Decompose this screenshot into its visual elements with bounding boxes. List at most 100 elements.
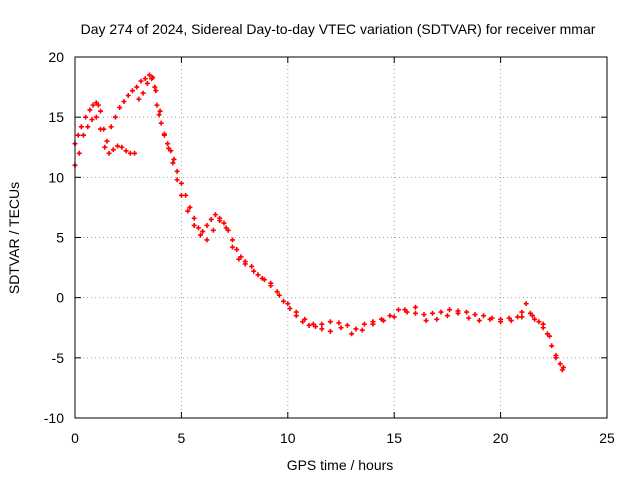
data-point: [395, 307, 401, 313]
data-point: [412, 310, 418, 316]
data-point: [81, 132, 87, 138]
data-point: [472, 312, 478, 318]
data-point: [98, 126, 104, 132]
data-point: [90, 102, 96, 108]
data-point: [110, 147, 116, 153]
data-point: [381, 318, 387, 324]
data-point: [170, 160, 176, 166]
data-point: [178, 192, 184, 198]
data-point: [519, 314, 525, 320]
data-point: [466, 315, 472, 321]
data-point: [125, 93, 131, 99]
data-point: [174, 177, 180, 183]
data-point: [191, 222, 197, 228]
data-point: [132, 150, 138, 156]
data-point: [229, 244, 235, 250]
data-point: [359, 327, 365, 333]
data-point: [174, 168, 180, 174]
x-tick-label: 25: [599, 430, 615, 446]
data-point: [327, 328, 333, 334]
data-point: [185, 208, 191, 214]
data-point: [98, 108, 104, 114]
data-point: [157, 108, 163, 114]
data-point: [353, 326, 359, 332]
data-point: [447, 307, 453, 313]
data-point: [455, 310, 461, 316]
data-point: [87, 107, 93, 113]
data-point: [559, 367, 565, 373]
y-tick-label: 0: [56, 290, 64, 306]
data-point: [274, 289, 280, 295]
data-point: [178, 180, 184, 186]
data-point: [212, 212, 218, 218]
data-point: [158, 120, 164, 126]
data-point: [112, 114, 118, 120]
data-point: [285, 301, 291, 307]
data-point: [306, 322, 312, 328]
data-point: [276, 292, 282, 298]
data-point: [319, 321, 325, 327]
data-point: [134, 84, 140, 90]
data-point: [481, 313, 487, 319]
data-point: [146, 72, 152, 78]
chart-title: Day 274 of 2024, Sidereal Day-to-day VTE…: [81, 21, 596, 37]
data-point: [508, 318, 514, 324]
data-point: [223, 225, 229, 231]
x-axis-label: GPS time / hours: [287, 457, 394, 473]
data-point: [136, 96, 142, 102]
data-point: [166, 145, 172, 151]
data-point: [102, 144, 108, 150]
data-point: [93, 114, 99, 120]
data-point: [119, 144, 125, 150]
data-point: [251, 268, 257, 274]
data-point: [423, 318, 429, 324]
data-point: [349, 331, 355, 337]
y-tick-label: 20: [48, 49, 64, 65]
data-point: [115, 143, 121, 149]
data-point: [204, 237, 210, 243]
data-point: [123, 148, 129, 154]
data-point: [532, 316, 538, 322]
data-point: [210, 227, 216, 233]
data-point: [95, 102, 101, 108]
x-tick-label: 20: [493, 430, 509, 446]
data-point: [85, 124, 91, 130]
data-point: [287, 305, 293, 311]
data-point: [195, 225, 201, 231]
data-point: [187, 204, 193, 210]
data-point: [553, 352, 559, 358]
data-point: [242, 261, 248, 267]
data-points: [72, 72, 566, 373]
data-point: [540, 321, 546, 327]
data-point: [140, 90, 146, 96]
data-point: [391, 314, 397, 320]
data-point: [154, 102, 160, 108]
x-tick-label: 0: [71, 430, 79, 446]
data-point: [153, 88, 159, 94]
axis-ticks: 0 5 10 15 20 25 -10 -5 0 5 10 15 20: [44, 49, 615, 446]
y-tick-label: -10: [44, 410, 64, 426]
data-point: [434, 316, 440, 322]
x-tick-label: 10: [280, 430, 296, 446]
y-tick-label: 5: [56, 230, 64, 246]
data-point: [149, 76, 155, 82]
data-point: [293, 309, 299, 315]
data-point: [165, 141, 171, 147]
data-point: [249, 263, 255, 269]
data-point: [421, 312, 427, 318]
data-point: [161, 131, 167, 137]
data-point: [464, 309, 470, 315]
data-point: [121, 99, 127, 105]
data-point: [129, 88, 135, 94]
data-point: [142, 76, 148, 82]
data-point: [144, 80, 150, 86]
data-point: [412, 304, 418, 310]
y-tick-label: -5: [52, 350, 65, 366]
data-point: [515, 314, 521, 320]
data-point: [281, 298, 287, 304]
data-point: [319, 326, 325, 332]
data-point: [198, 232, 204, 238]
data-point: [204, 222, 210, 228]
data-point: [487, 316, 493, 322]
data-point: [255, 272, 261, 278]
